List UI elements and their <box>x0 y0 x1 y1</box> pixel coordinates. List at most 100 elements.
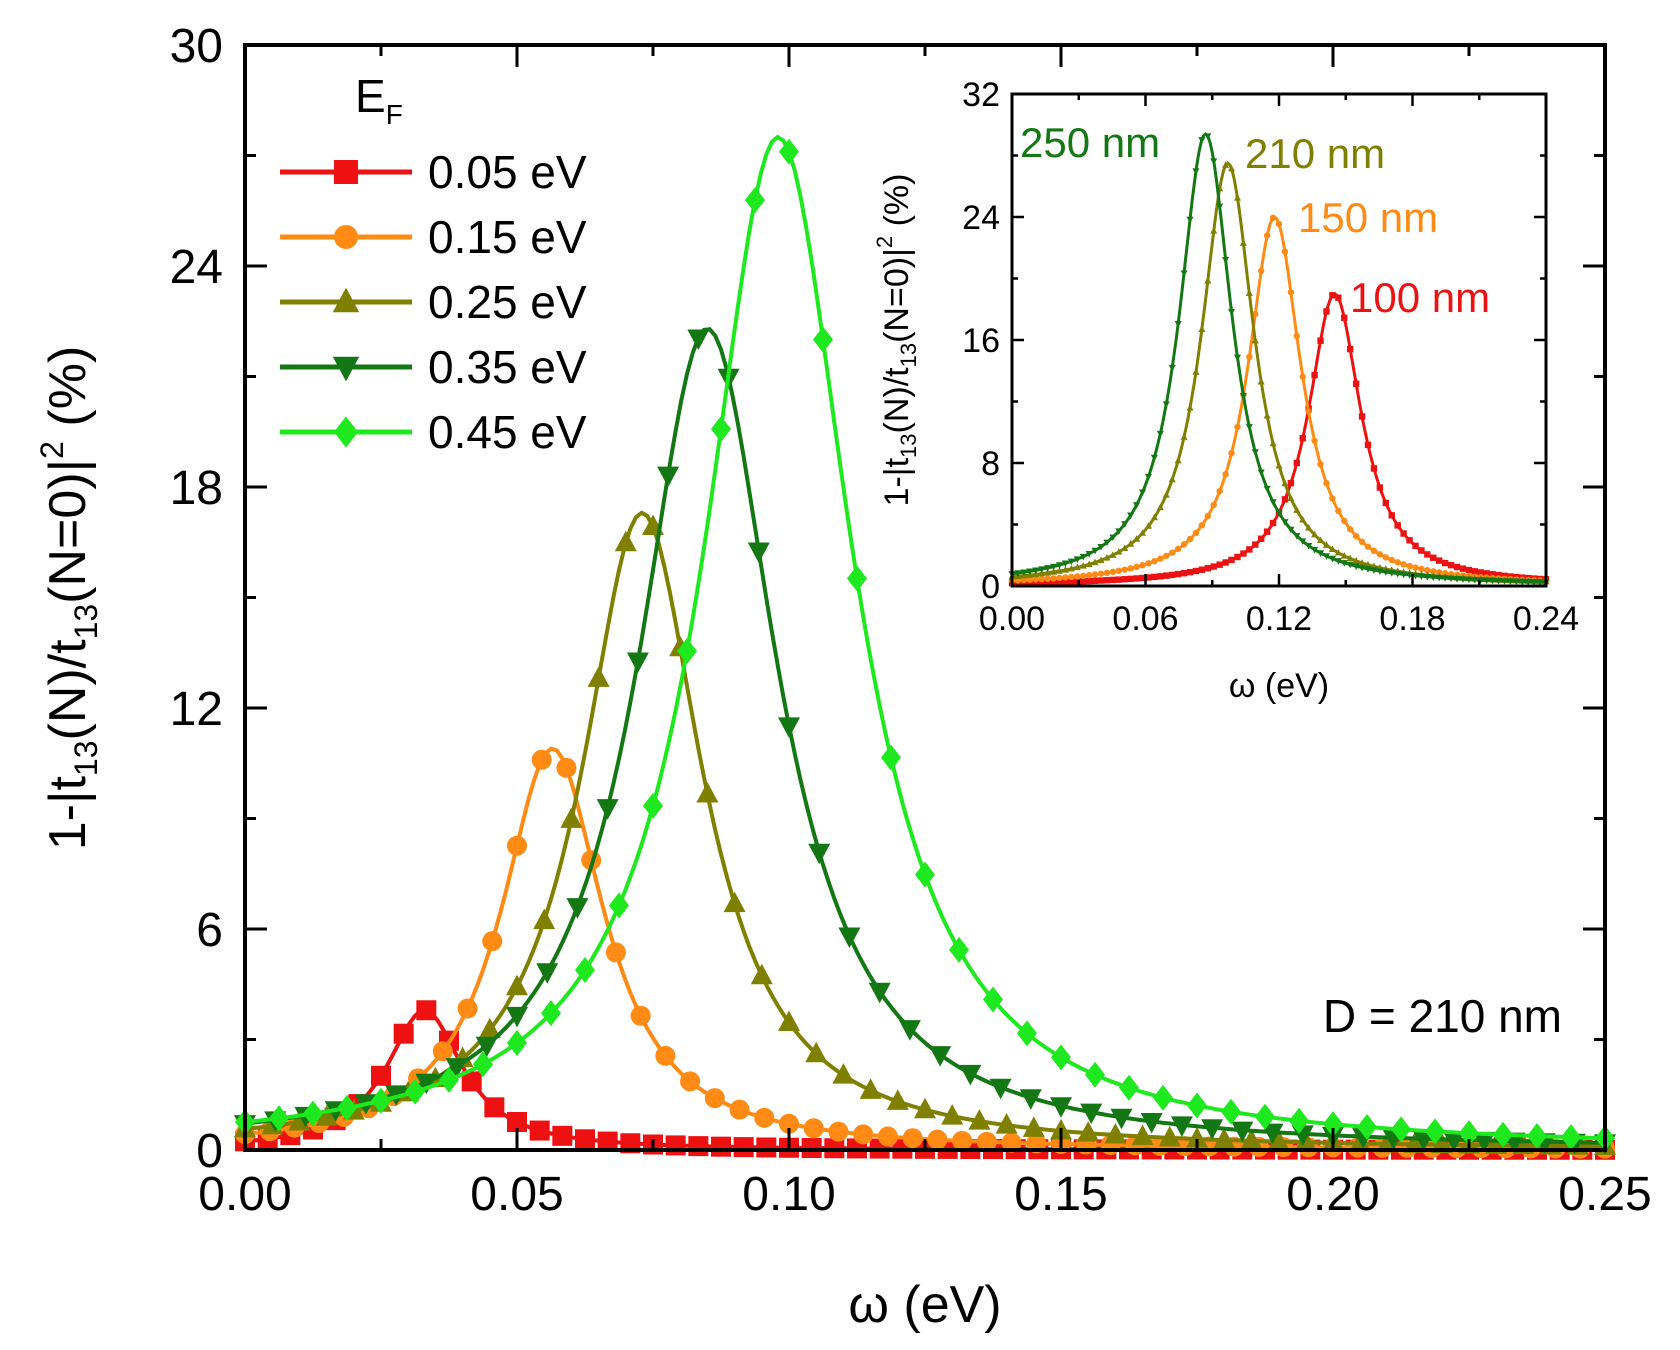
main-data-point <box>552 1125 573 1146</box>
inset-data-point <box>1228 164 1236 172</box>
main-data-point <box>1186 1127 1208 1148</box>
main-x-tick-label: 0.15 <box>1014 1168 1107 1221</box>
inset-x-axis-label: ω (eV) <box>1229 667 1329 705</box>
legend-entry: 0.05 eV <box>280 146 587 198</box>
inset-data-point <box>1103 539 1111 547</box>
inset-data-point <box>1210 158 1218 165</box>
inset-data-point <box>1180 569 1188 577</box>
inset-data-point <box>1311 546 1319 554</box>
inset-data-point <box>1352 563 1360 570</box>
main-data-point <box>976 1131 997 1152</box>
main-data-point <box>536 963 559 984</box>
inset-data-point <box>1263 485 1271 493</box>
inset-data-point <box>1305 524 1313 531</box>
inset-data-point <box>1061 560 1069 568</box>
inset-data-point <box>1133 563 1140 571</box>
main-data-point <box>415 1073 438 1095</box>
inset-data-point <box>1382 569 1390 576</box>
inset-data-point <box>1322 553 1330 560</box>
inset-x-tick-label: 0.12 <box>1246 600 1312 638</box>
main-data-point <box>828 1121 849 1142</box>
inset-data-point <box>1068 573 1075 581</box>
inset-data-point <box>1489 577 1497 585</box>
inset-data-point <box>1489 571 1496 578</box>
inset-data-point <box>1269 519 1277 527</box>
inset-data-point <box>1530 578 1538 586</box>
main-data-point <box>405 1078 425 1105</box>
inset-data-point <box>1305 408 1312 415</box>
main-data-point <box>529 1120 550 1141</box>
inset-label-150nm: 150 nm <box>1298 194 1438 241</box>
inset-data-point <box>1056 578 1063 586</box>
main-data-point <box>733 1137 754 1158</box>
inset-data-point <box>1465 576 1473 584</box>
inset-y-tick-label: 8 <box>981 445 1000 483</box>
inset-data-point <box>1150 513 1158 521</box>
main-data-point <box>541 1000 561 1027</box>
main-data-point <box>989 1078 1012 1100</box>
inset-data-point <box>1400 571 1408 579</box>
inset-data-point <box>1412 564 1419 571</box>
inset-data-point <box>1340 560 1348 567</box>
main-data-point <box>1261 1123 1284 1145</box>
inset-data-point <box>1506 578 1514 585</box>
inset-data-point <box>1346 554 1354 562</box>
main-data-point <box>696 782 719 803</box>
main-data-point <box>853 1124 874 1145</box>
main-data-point <box>1289 1107 1309 1134</box>
inset-data-point <box>1186 535 1194 543</box>
inset-data-point <box>1074 573 1081 580</box>
inset-data-point <box>1388 556 1395 564</box>
main-data-point <box>484 1097 505 1118</box>
legend-entry: 0.25 eV <box>280 276 587 328</box>
inset-data-point <box>1091 577 1099 584</box>
inset-data-point <box>1055 567 1063 574</box>
inset-label-210nm: 210 nm <box>1245 130 1385 177</box>
inset-data-point <box>1317 337 1324 344</box>
main-data-point <box>461 1071 482 1092</box>
inset-data-point <box>1210 227 1218 234</box>
inset-data-point <box>1258 535 1265 542</box>
inset-data-point <box>1168 475 1176 483</box>
inset-data-point <box>1269 214 1277 221</box>
inset-data-point <box>1080 578 1087 585</box>
main-data-point <box>838 927 861 948</box>
inset-data-point <box>1121 521 1129 528</box>
inset-data-point <box>1020 569 1028 577</box>
inset-data-point <box>1382 499 1389 507</box>
inset-data-point <box>1406 537 1413 544</box>
main-data-point <box>1473 1131 1496 1153</box>
main-y-axis-label: 1-|t13(N)/t13(N=0)|2 (%) <box>34 346 104 851</box>
main-data-point <box>813 326 833 353</box>
inset-data-point <box>1394 559 1401 566</box>
main-data-point <box>657 466 680 488</box>
inset-data-point <box>1044 565 1052 572</box>
inset-data-point <box>1050 563 1058 571</box>
main-data-point <box>566 898 589 919</box>
main-data-point <box>898 1020 921 1041</box>
main-y-tick-label: 0 <box>196 1125 223 1178</box>
inset-data-point <box>1115 576 1122 583</box>
inset-data-point <box>1441 575 1449 582</box>
inset-data-point <box>1293 332 1301 340</box>
inset-data-point <box>1287 494 1295 501</box>
inset-data-point <box>1483 570 1490 577</box>
main-data-point <box>902 1128 923 1149</box>
inset-data-point <box>1109 568 1117 576</box>
inset-data-point <box>1204 512 1212 520</box>
legend-entry: 0.15 eV <box>280 211 587 263</box>
inset-data-point <box>1180 270 1188 277</box>
inset-data-point <box>1121 576 1128 583</box>
main-data-point <box>747 542 770 564</box>
inset-data-point <box>1287 288 1295 296</box>
main-data-point <box>1493 1121 1513 1148</box>
inset-data-point <box>1103 569 1111 577</box>
main-data-point <box>665 1135 686 1156</box>
inset-data-point <box>1317 536 1325 544</box>
inset-data-point <box>1091 571 1099 578</box>
inset-data-point <box>1358 413 1366 420</box>
main-data-point <box>1357 1114 1377 1141</box>
inset-data-point <box>1055 562 1063 569</box>
inset-data-point <box>1157 555 1164 562</box>
inset-data-point <box>1370 547 1378 555</box>
